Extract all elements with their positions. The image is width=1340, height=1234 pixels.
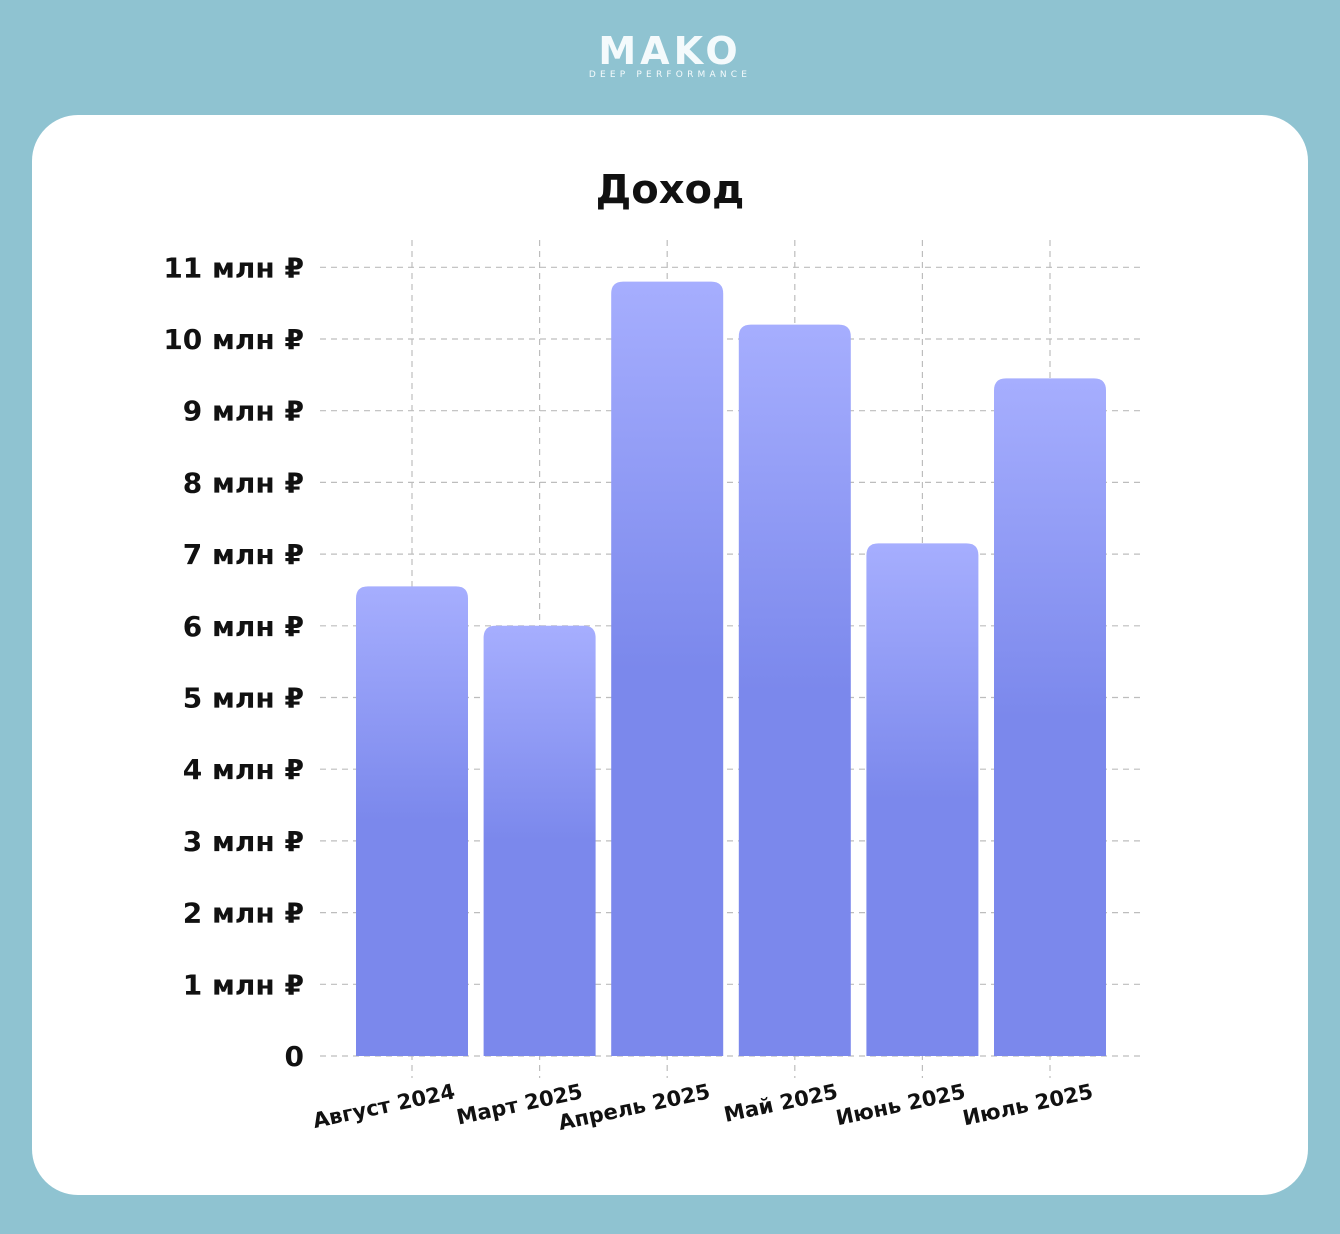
y-tick-label: 6 млн ₽ bbox=[183, 610, 304, 643]
y-tick-label: 4 млн ₽ bbox=[183, 753, 304, 786]
y-tick-label: 2 млн ₽ bbox=[183, 897, 304, 930]
brand-name: MAKO bbox=[598, 32, 742, 66]
y-tick-label: 9 млн ₽ bbox=[183, 395, 304, 428]
bar bbox=[611, 281, 724, 1056]
y-tick-label: 10 млн ₽ bbox=[163, 323, 304, 356]
bar bbox=[356, 586, 468, 1056]
chart-title: Доход bbox=[596, 167, 745, 213]
bar bbox=[866, 543, 979, 1056]
x-tick-label: Август 2024 bbox=[311, 1079, 457, 1133]
bar bbox=[483, 625, 596, 1056]
y-tick-label: 5 млн ₽ bbox=[183, 682, 304, 715]
brand-tagline: DEEP PERFORMANCE bbox=[588, 70, 752, 80]
y-axis-ticks: 0 1 млн ₽ 2 млн ₽ 3 млн ₽ 4 млн ₽ 5 млн ₽ 6 мл… bbox=[163, 251, 304, 1073]
brand-logo: MAKO DEEP PERFORMANCE bbox=[0, 32, 1340, 80]
y-tick-label: 7 млн ₽ bbox=[183, 538, 304, 571]
y-tick-label: 0 bbox=[285, 1040, 304, 1073]
chart-bars bbox=[356, 281, 1106, 1056]
bar bbox=[994, 378, 1106, 1056]
bar bbox=[738, 324, 851, 1056]
y-tick-label: 8 млн ₽ bbox=[183, 466, 304, 499]
x-tick-label: Июль 2025 bbox=[961, 1079, 1096, 1130]
x-tick-label: Июнь 2025 bbox=[834, 1079, 968, 1130]
x-tick-label: Май 2025 bbox=[722, 1079, 840, 1126]
y-tick-label: 3 млн ₽ bbox=[183, 825, 304, 858]
y-tick-label: 1 млн ₽ bbox=[183, 968, 304, 1001]
y-tick-label: 11 млн ₽ bbox=[163, 251, 304, 284]
